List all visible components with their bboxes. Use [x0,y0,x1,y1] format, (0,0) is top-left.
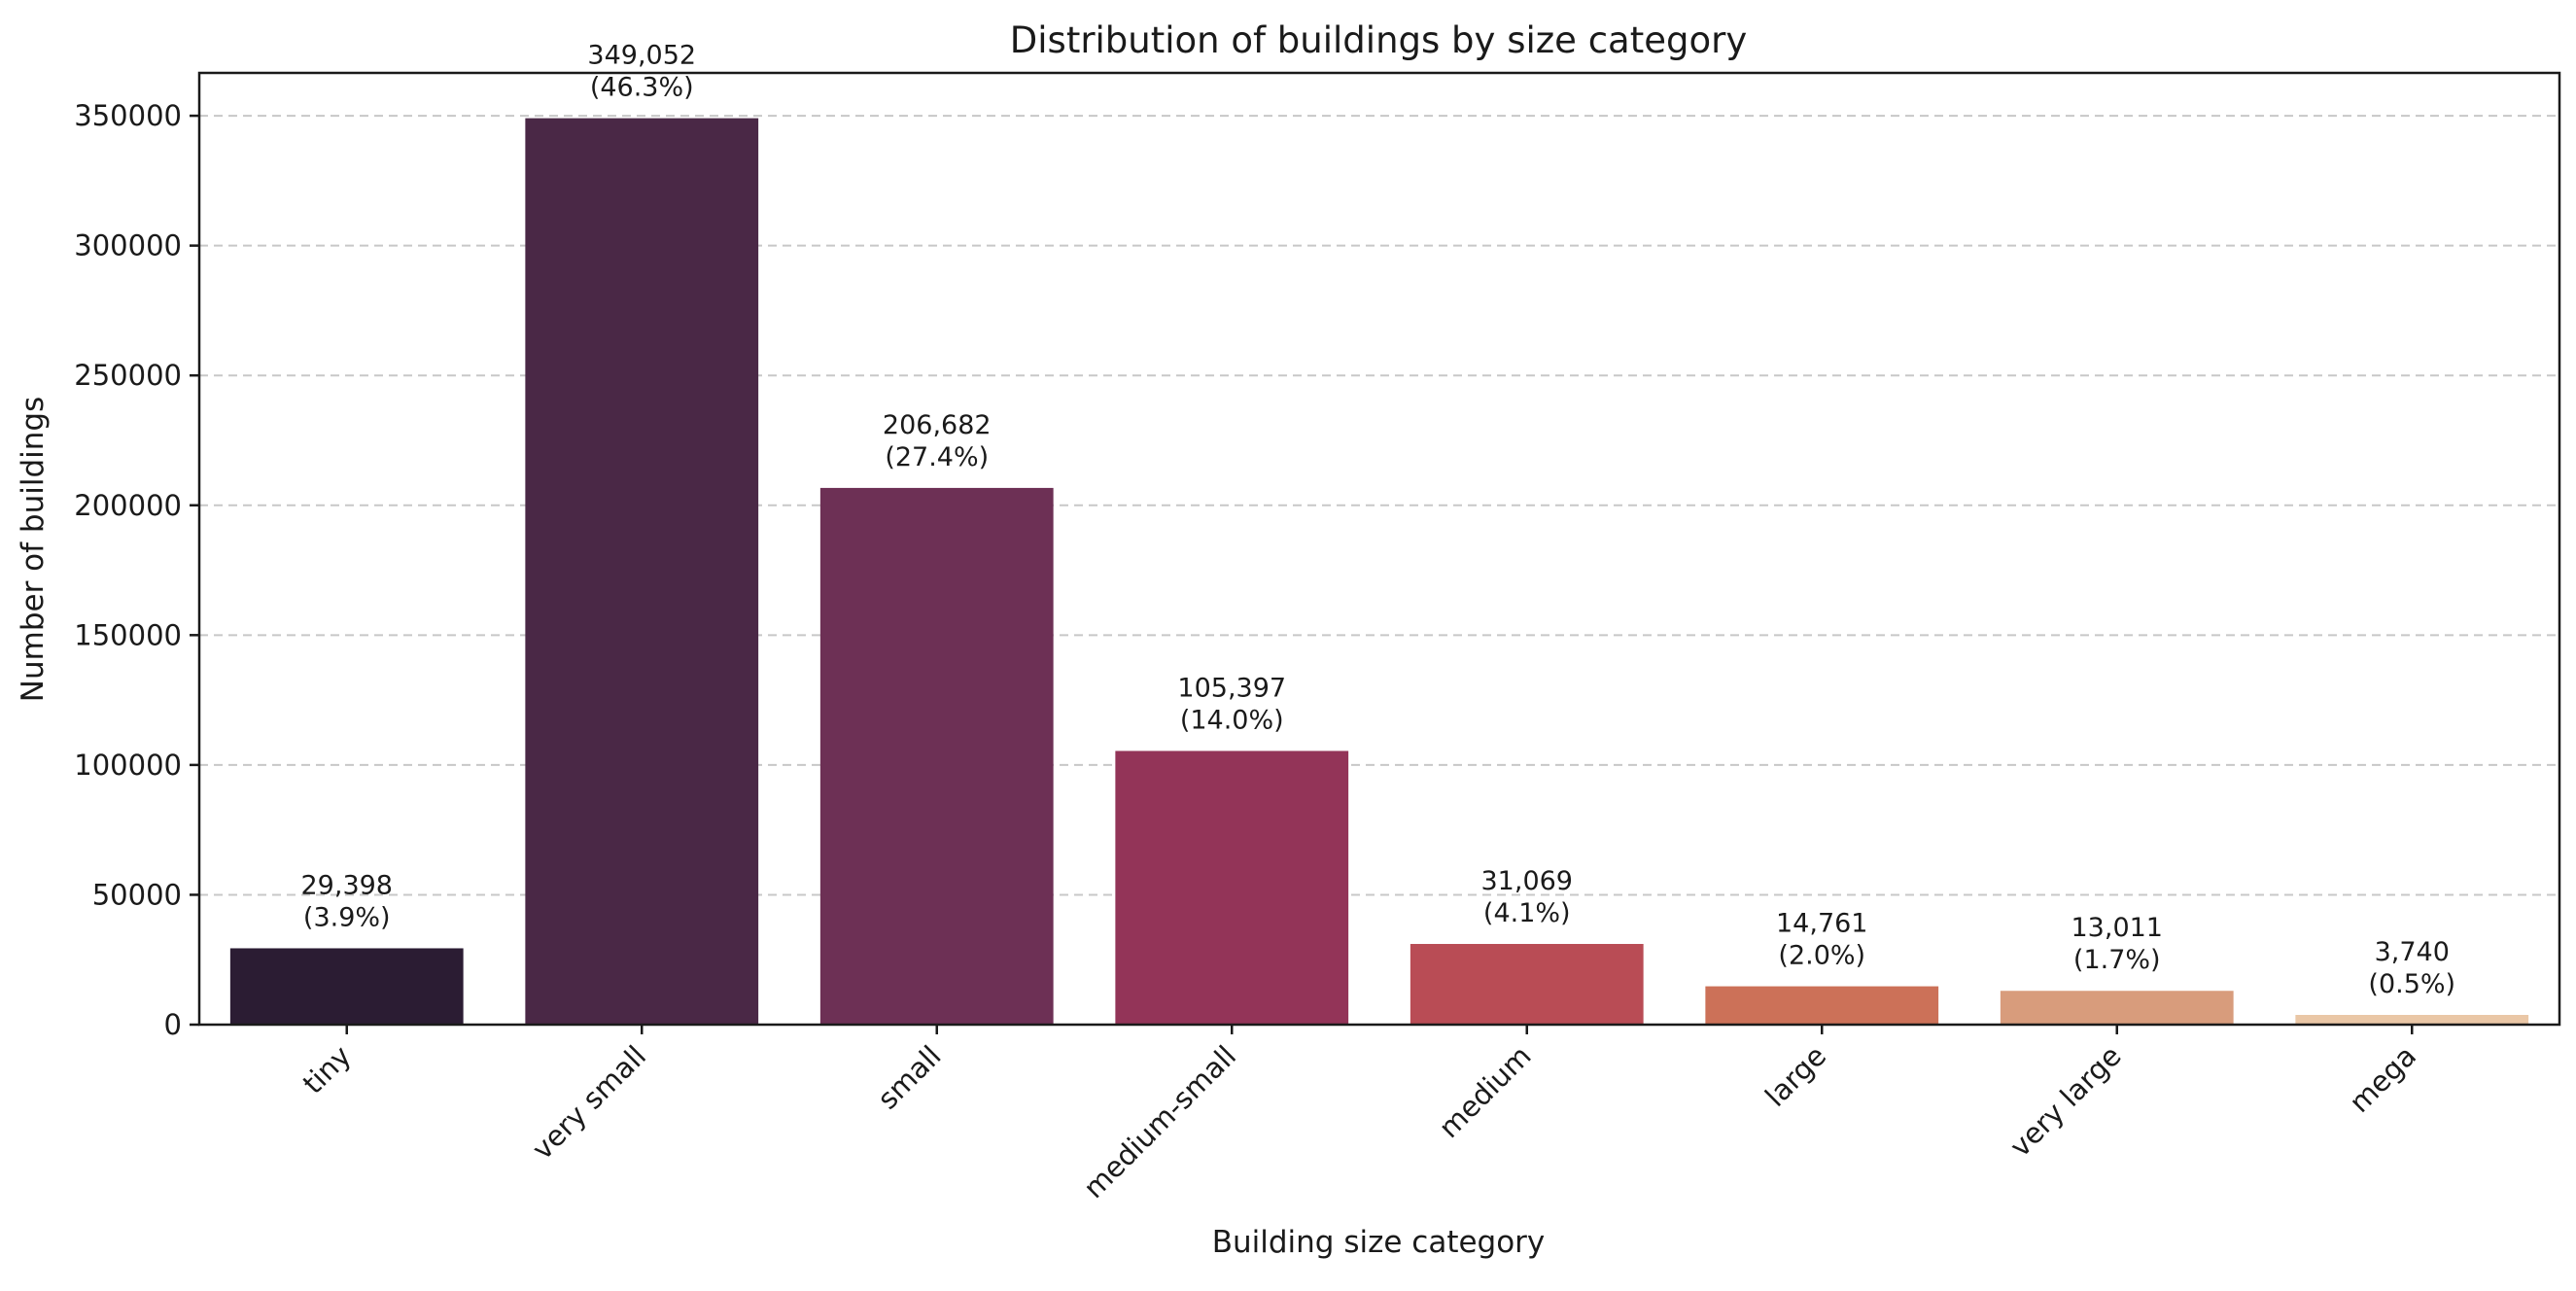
bar-very-small [525,118,759,1025]
y-tick-label: 100000 [74,749,182,782]
bar-value-label: 31,069 [1481,866,1573,896]
bar-medium-small [1115,750,1349,1025]
bar-percent-label: (0.5%) [2368,969,2455,999]
bar-percent-label: (3.9%) [303,902,391,932]
x-axis-label: Building size category [1212,1225,1546,1260]
bar-value-label: 349,052 [587,41,696,71]
x-axis-ticks: tiny very small small medium-small medium lar… [296,1025,2422,1204]
x-tick-label: very large [2003,1039,2128,1164]
bar-tiny [229,948,464,1025]
bar-value-label: 206,682 [883,410,992,440]
x-tick-label: medium [1432,1039,1537,1144]
bar-value-label: 29,398 [301,870,393,900]
x-tick-label: large [1758,1039,1832,1113]
bar-value-label: 13,011 [2071,913,2163,943]
bar-value-label: 3,740 [2375,937,2450,967]
y-tick-label: 0 [164,1008,182,1041]
chart-title: Distribution of buildings by size catego… [1010,19,1747,61]
bar-percent-label: (46.3%) [590,73,694,103]
bars [229,118,2529,1026]
bar-small [819,487,1054,1026]
bar-percent-label: (4.1%) [1483,898,1571,928]
y-axis-ticks: 0 50000 100000 150000 200000 250000 300000 3500… [74,99,199,1041]
data-labels: 29,398(3.9%) 349,052(46.3%) 206,682(27.4%)… [301,41,2456,999]
x-tick-label: very small [526,1039,653,1167]
x-tick-label: mega [2343,1039,2422,1119]
y-tick-label: 300000 [74,229,182,262]
x-tick-label: small [871,1039,948,1116]
plot-frame [197,71,2561,1027]
bar-percent-label: (14.0%) [1180,705,1284,735]
x-tick-label: medium-small [1077,1039,1242,1204]
y-tick-label: 50000 [92,878,182,911]
bar-percent-label: (27.4%) [885,442,989,472]
bar-value-label: 105,397 [1177,673,1286,703]
x-tick-label: tiny [296,1039,358,1100]
bar-percent-label: (1.7%) [2073,945,2161,975]
y-axis-label: Number of buildings [16,397,51,702]
bar-medium [1410,944,1644,1025]
y-tick-label: 350000 [74,99,182,132]
bar-large [1705,986,1939,1025]
bar-mega [2295,1015,2529,1025]
y-tick-label: 250000 [74,359,182,392]
bar-very-large [2000,991,2234,1025]
bar-value-label: 14,761 [1776,909,1867,939]
bar-percent-label: (2.0%) [1778,941,1865,971]
y-tick-label: 150000 [74,618,182,651]
y-tick-label: 200000 [74,489,182,522]
